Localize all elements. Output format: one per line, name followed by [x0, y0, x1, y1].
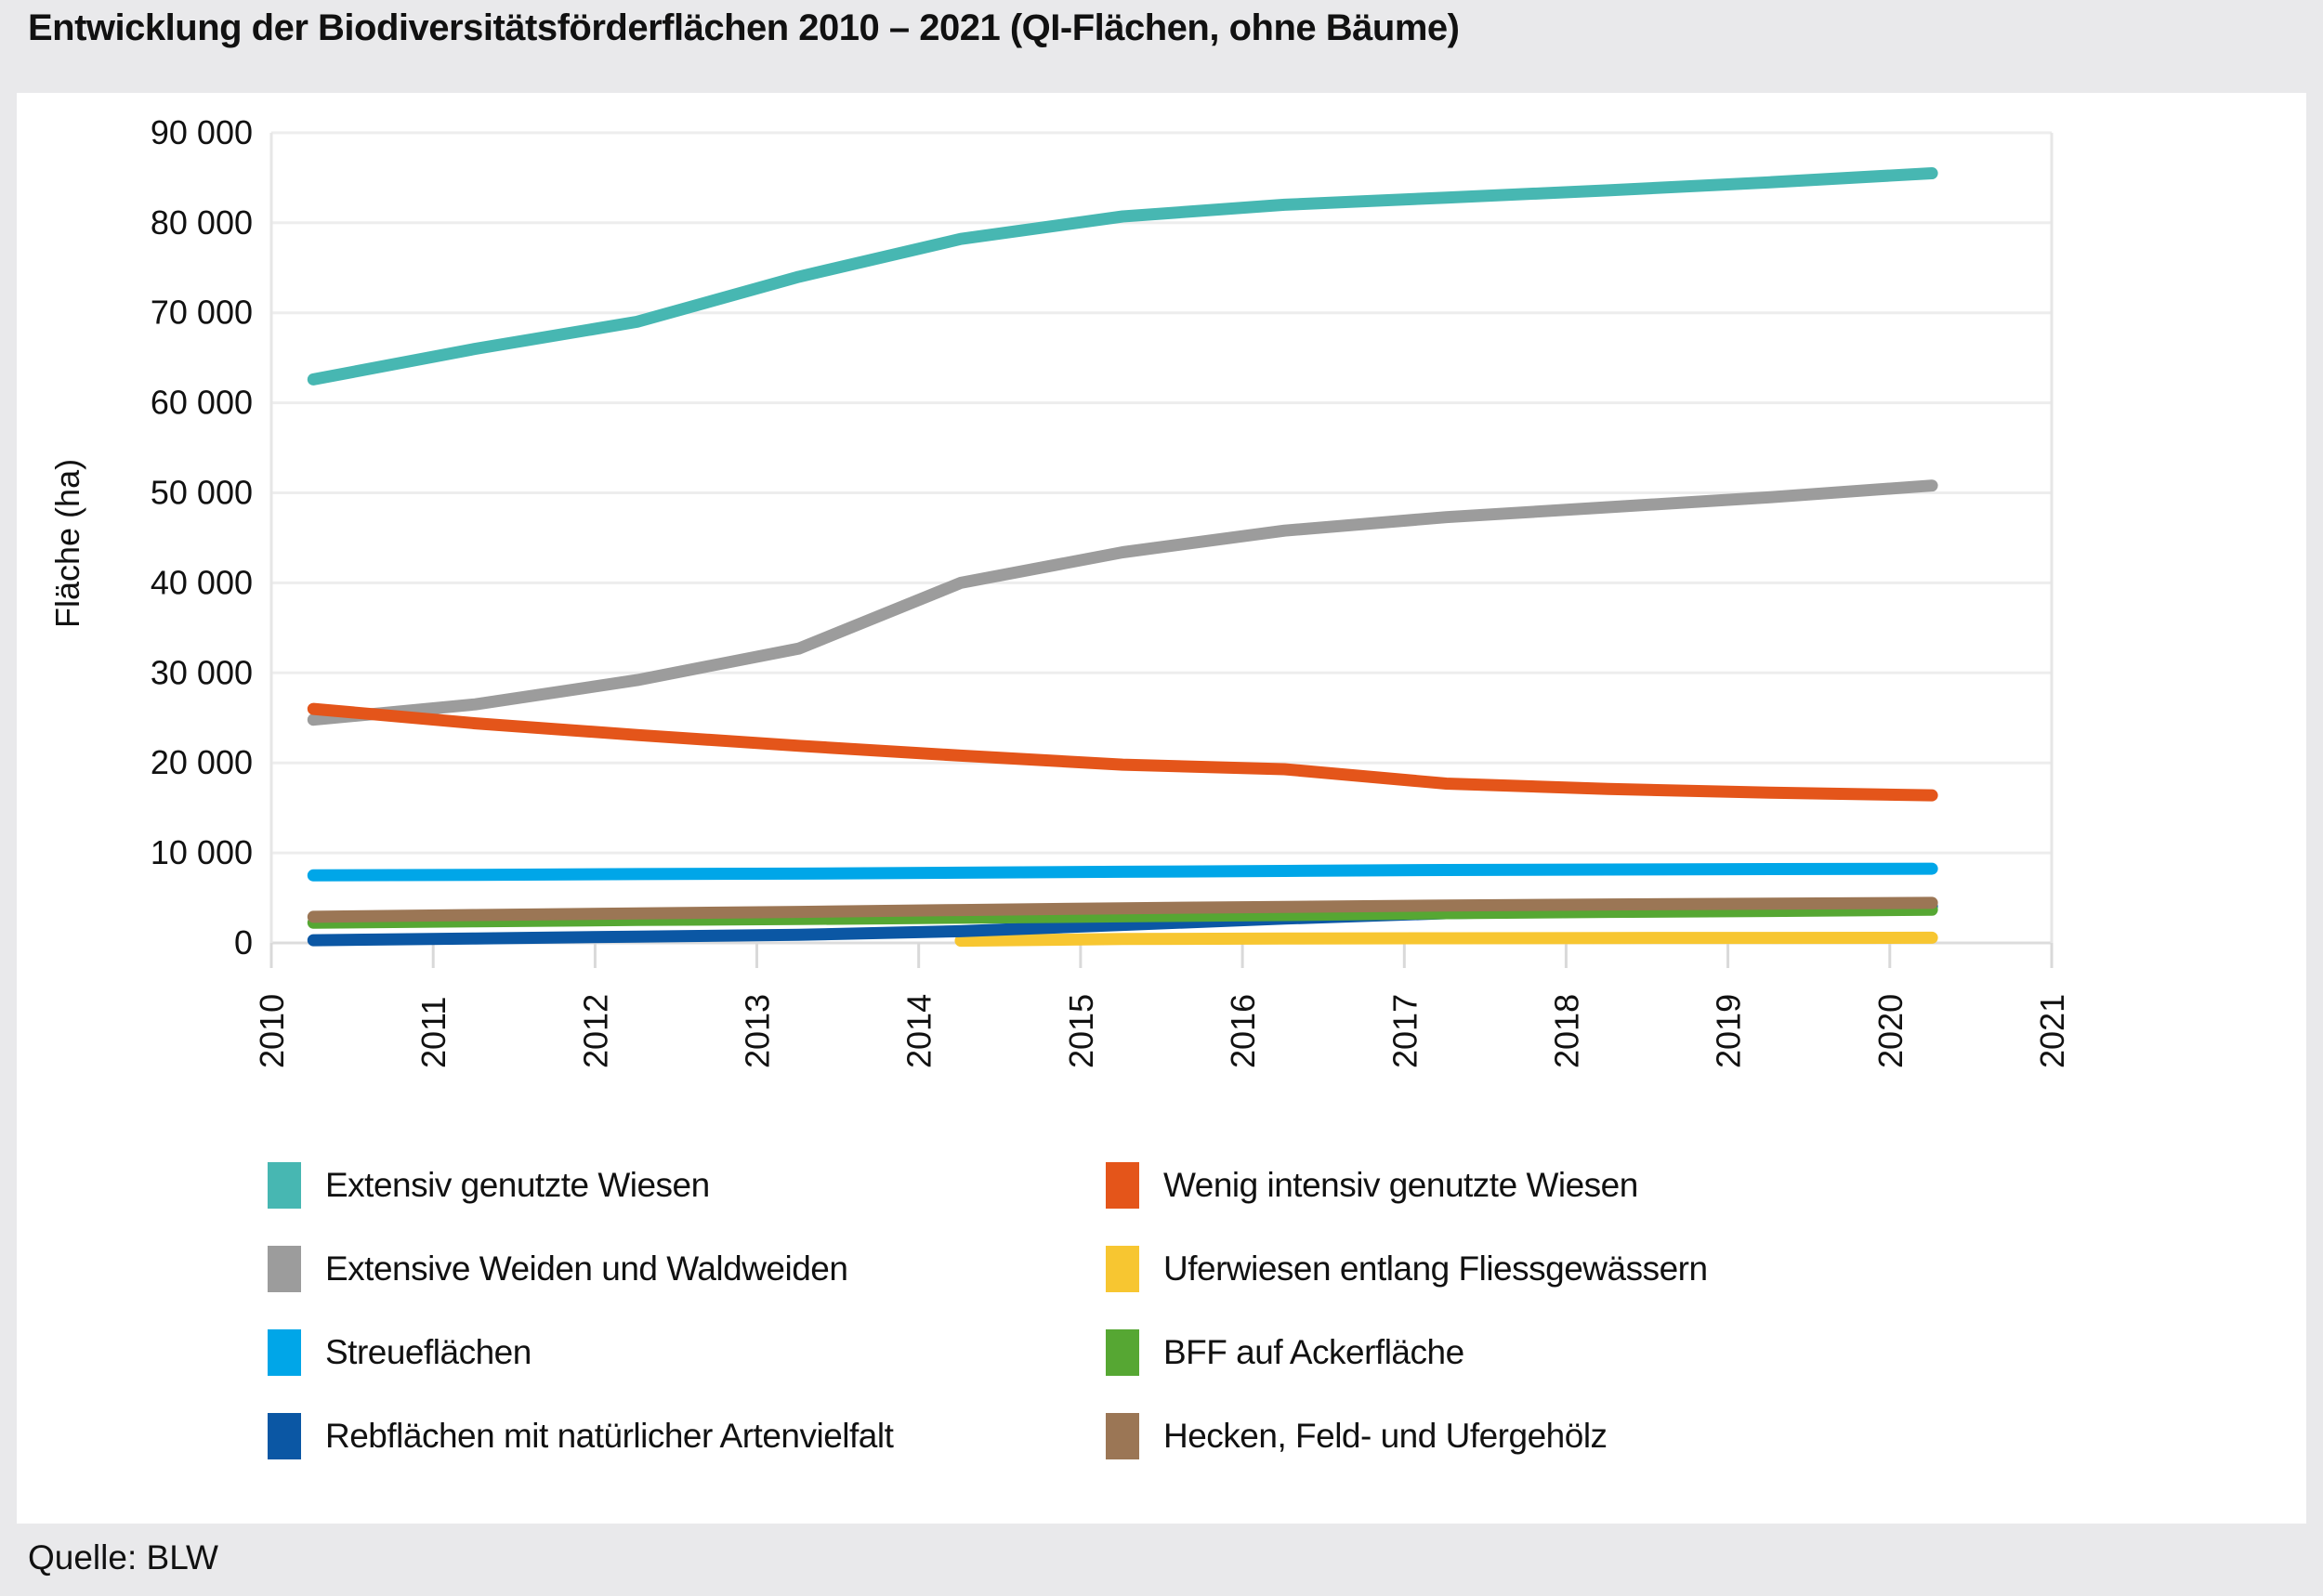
legend-label: Uferwiesen entlang Fliessgewässern — [1163, 1249, 1708, 1288]
legend-column-2: Wenig intensiv genutzte Wiesen Uferwiesen… — [1106, 1161, 1708, 1496]
legend-item: Streueflächen — [268, 1328, 893, 1377]
legend-label: Hecken, Feld- und Ufergehölz — [1163, 1417, 1608, 1455]
legend-item: Extensive Weiden und Waldweiden — [268, 1245, 893, 1293]
legend-label: Rebflächen mit natürlicher Artenvielfalt — [325, 1417, 894, 1455]
legend-item: Rebflächen mit natürlicher Artenvielfalt — [268, 1412, 894, 1460]
legend-swatch-icon — [1106, 1246, 1139, 1292]
legend-item: Hecken, Feld- und Ufergehölz — [1106, 1412, 1708, 1460]
legend-swatch-icon — [1106, 1329, 1139, 1376]
legend-item: Uferwiesen entlang Fliessgewässern — [1106, 1245, 1708, 1293]
legend-label: Extensive Weiden und Waldweiden — [325, 1249, 848, 1288]
legend-label: Extensiv genutzte Wiesen — [325, 1166, 710, 1204]
legend-column-1: Extensiv genutzte Wiesen Extensive Weiden… — [268, 1161, 894, 1496]
legend-swatch-icon — [1106, 1413, 1139, 1459]
legend-swatch-icon — [268, 1162, 301, 1209]
legend-label: Streueflächen — [325, 1333, 532, 1371]
legend-swatch-icon — [268, 1413, 301, 1459]
legend-swatch-icon — [268, 1246, 301, 1292]
legend-item: Extensiv genutzte Wiesen — [268, 1161, 893, 1210]
legend-item: Wenig intensiv genutzte Wiesen — [1106, 1161, 1708, 1210]
source-note: Quelle: BLW — [28, 1538, 218, 1576]
legend-swatch-icon — [268, 1329, 301, 1376]
legend-label: BFF auf Ackerfläche — [1163, 1333, 1464, 1371]
legend-swatch-icon — [1106, 1162, 1139, 1209]
legend-label: Wenig intensiv genutzte Wiesen — [1163, 1166, 1638, 1204]
legend-item: BFF auf Ackerfläche — [1106, 1328, 1708, 1377]
y-axis-title: Fläche (ha) — [48, 458, 86, 629]
page-title: Entwicklung der Biodiversitätsförderfläc… — [28, 7, 1460, 48]
